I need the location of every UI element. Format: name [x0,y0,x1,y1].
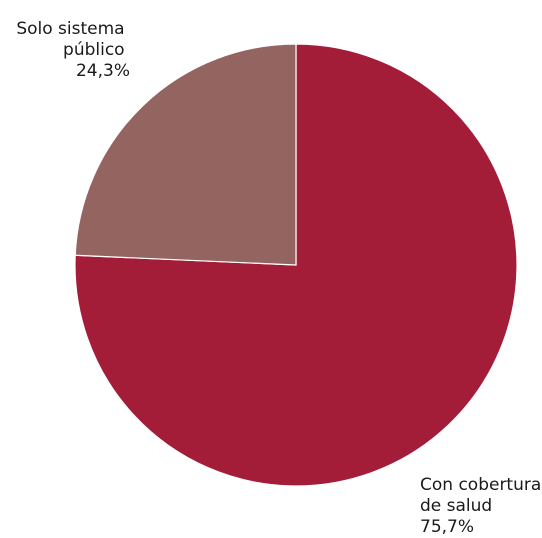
slice-label-solo-sistema: Solo sistema público 24,3% [16,19,130,81]
pie-slices [74,43,518,487]
slice-label-solo-sistema-line1: Solo sistema [16,19,124,39]
pie-slice-solo-sistema [74,43,297,266]
slice-value-solo-sistema: 24,3% [76,61,130,81]
slice-label-con-cobertura: Con cobertura de salud 75,7% [420,475,542,537]
slice-value-con-cobertura: 75,7% [420,517,474,537]
slice-label-con-cobertura-line1: Con cobertura [420,475,541,495]
slice-label-solo-sistema-line2: público [63,40,125,60]
slice-label-con-cobertura-line2: de salud [420,496,492,516]
